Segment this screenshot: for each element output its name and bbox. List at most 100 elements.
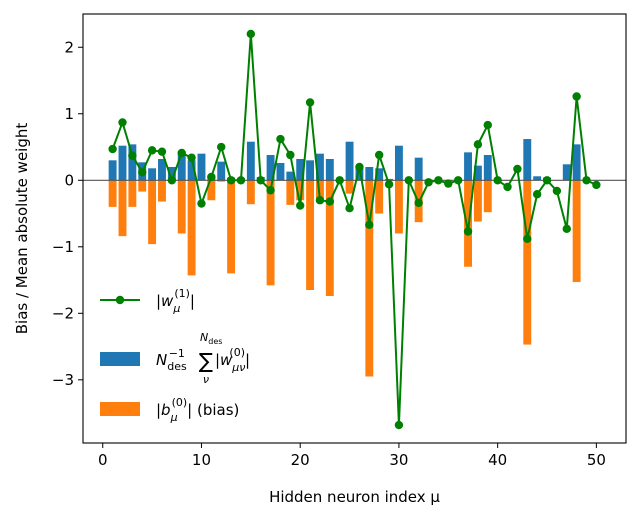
mean_abs_weight-bar — [266, 155, 275, 181]
output_weight-point — [582, 176, 591, 185]
x-tick-label: 50 — [587, 451, 606, 469]
output_weight-point — [256, 176, 265, 185]
mean_abs_weight-bar — [108, 160, 117, 181]
x-tick-label: 10 — [192, 451, 211, 469]
y-tick-label: 0 — [64, 171, 74, 189]
y-tick-label: −3 — [52, 371, 74, 389]
output_weight-point — [147, 146, 157, 155]
bias-bar — [286, 180, 295, 205]
line-layer — [108, 29, 601, 430]
output_weight-point — [444, 179, 453, 188]
bias-bar — [375, 180, 384, 214]
output_weight-point — [118, 118, 127, 127]
bias-bar — [365, 180, 374, 377]
output_weight-point — [187, 153, 196, 162]
mean_abs_weight-bar — [246, 141, 255, 181]
legend-mean-weight-label: Ndes−1 |wμν(0)| — [156, 346, 250, 374]
mean_abs_weight-bar — [315, 153, 324, 181]
bias-bar — [345, 180, 354, 194]
bias-bar — [473, 180, 482, 222]
bias-bar — [246, 180, 255, 205]
mean_abs_weight-bar — [118, 145, 127, 181]
output_weight-point — [108, 144, 117, 154]
output_weight-point — [473, 140, 483, 149]
x-tick-label: 0 — [98, 451, 108, 469]
output_weight-point — [513, 164, 522, 174]
y-axis: −3 −2 −1 0 1 2 — [52, 38, 83, 389]
output_weight-point — [217, 142, 226, 152]
bias-bar — [227, 180, 236, 274]
bias-bar — [138, 180, 147, 192]
output_weight-point — [483, 120, 492, 130]
output_weight-point — [266, 186, 275, 195]
mean_abs_weight-bar — [483, 155, 492, 181]
mean_abs_weight-bar — [414, 157, 423, 181]
mean_abs_weight-bar — [167, 166, 176, 181]
output_weight-point — [592, 180, 601, 190]
bias-bar — [158, 180, 166, 202]
output_weight-point — [207, 172, 216, 182]
legend-mean-weight-swatch — [100, 352, 140, 366]
bias-bar — [523, 180, 532, 345]
output_weight-point — [246, 29, 256, 39]
legend-bias-label: |bμ(0)| (bias) — [156, 396, 239, 424]
bias-bar — [128, 180, 137, 207]
output_weight-point — [493, 176, 502, 185]
mean_abs_weight-bar — [473, 165, 482, 181]
output_weight-point — [463, 227, 473, 236]
bias-bar — [108, 180, 117, 207]
x-tick-label: 30 — [389, 451, 408, 469]
output_weight-point — [414, 198, 423, 208]
mean_abs_weight-bar — [187, 160, 196, 181]
legend-bias-swatch — [100, 402, 140, 416]
output_weight-point — [335, 176, 344, 185]
mean_abs_weight-bar — [296, 158, 305, 181]
y-tick-label: 1 — [64, 105, 74, 123]
bias-bar — [207, 180, 216, 201]
output_weight-point — [305, 98, 315, 107]
legend-sum-symbol: ∑ — [199, 349, 213, 373]
output_weight-point — [424, 178, 433, 187]
bias-bar — [572, 180, 581, 283]
mean_abs_weight-bar — [572, 144, 581, 181]
output_weight-point — [384, 180, 394, 189]
legend-sum-lower: ν — [203, 373, 209, 386]
output_weight-point — [296, 201, 305, 210]
mean_abs_weight-bar — [306, 160, 315, 181]
output_weight-point — [503, 182, 512, 192]
output_weight-point — [325, 197, 335, 206]
legend-sum-upper: Ndes — [200, 331, 222, 346]
x-tick-label: 40 — [488, 451, 507, 469]
plot-frame — [82, 13, 627, 444]
x-axis-label: Hidden neuron index μ — [269, 488, 440, 506]
output_weight-point — [572, 92, 581, 101]
mean_abs_weight-bar — [158, 158, 166, 181]
bias-bar — [148, 180, 157, 245]
output_weight-point — [177, 148, 186, 158]
y-axis-label: Bias / Mean absolute weight — [13, 123, 31, 335]
legend-output-weight-marker — [115, 295, 125, 305]
mean_abs_weight-bar — [365, 166, 374, 181]
bias-bar — [118, 180, 127, 237]
output_weight-point — [236, 176, 246, 185]
output_weight-point — [453, 176, 463, 185]
mean_abs_weight-bar — [355, 166, 364, 181]
output_weight-point — [286, 150, 295, 160]
bias-bar — [483, 180, 492, 213]
output_weight-point — [365, 220, 374, 230]
y-tick-label: 2 — [64, 38, 74, 56]
output_weight-point — [523, 234, 532, 244]
output_weight-point — [157, 147, 167, 156]
bias-bar — [217, 180, 226, 182]
output_weight-point — [315, 196, 325, 205]
bias-bar — [177, 180, 186, 234]
bar-layer — [108, 139, 581, 377]
output_weight-point — [374, 150, 384, 160]
output_weight-point — [276, 134, 285, 144]
bias-bar — [266, 180, 275, 286]
y-tick-label: −1 — [52, 238, 74, 256]
output_weight-point — [562, 224, 571, 234]
mean_abs_weight-bar — [177, 152, 186, 181]
